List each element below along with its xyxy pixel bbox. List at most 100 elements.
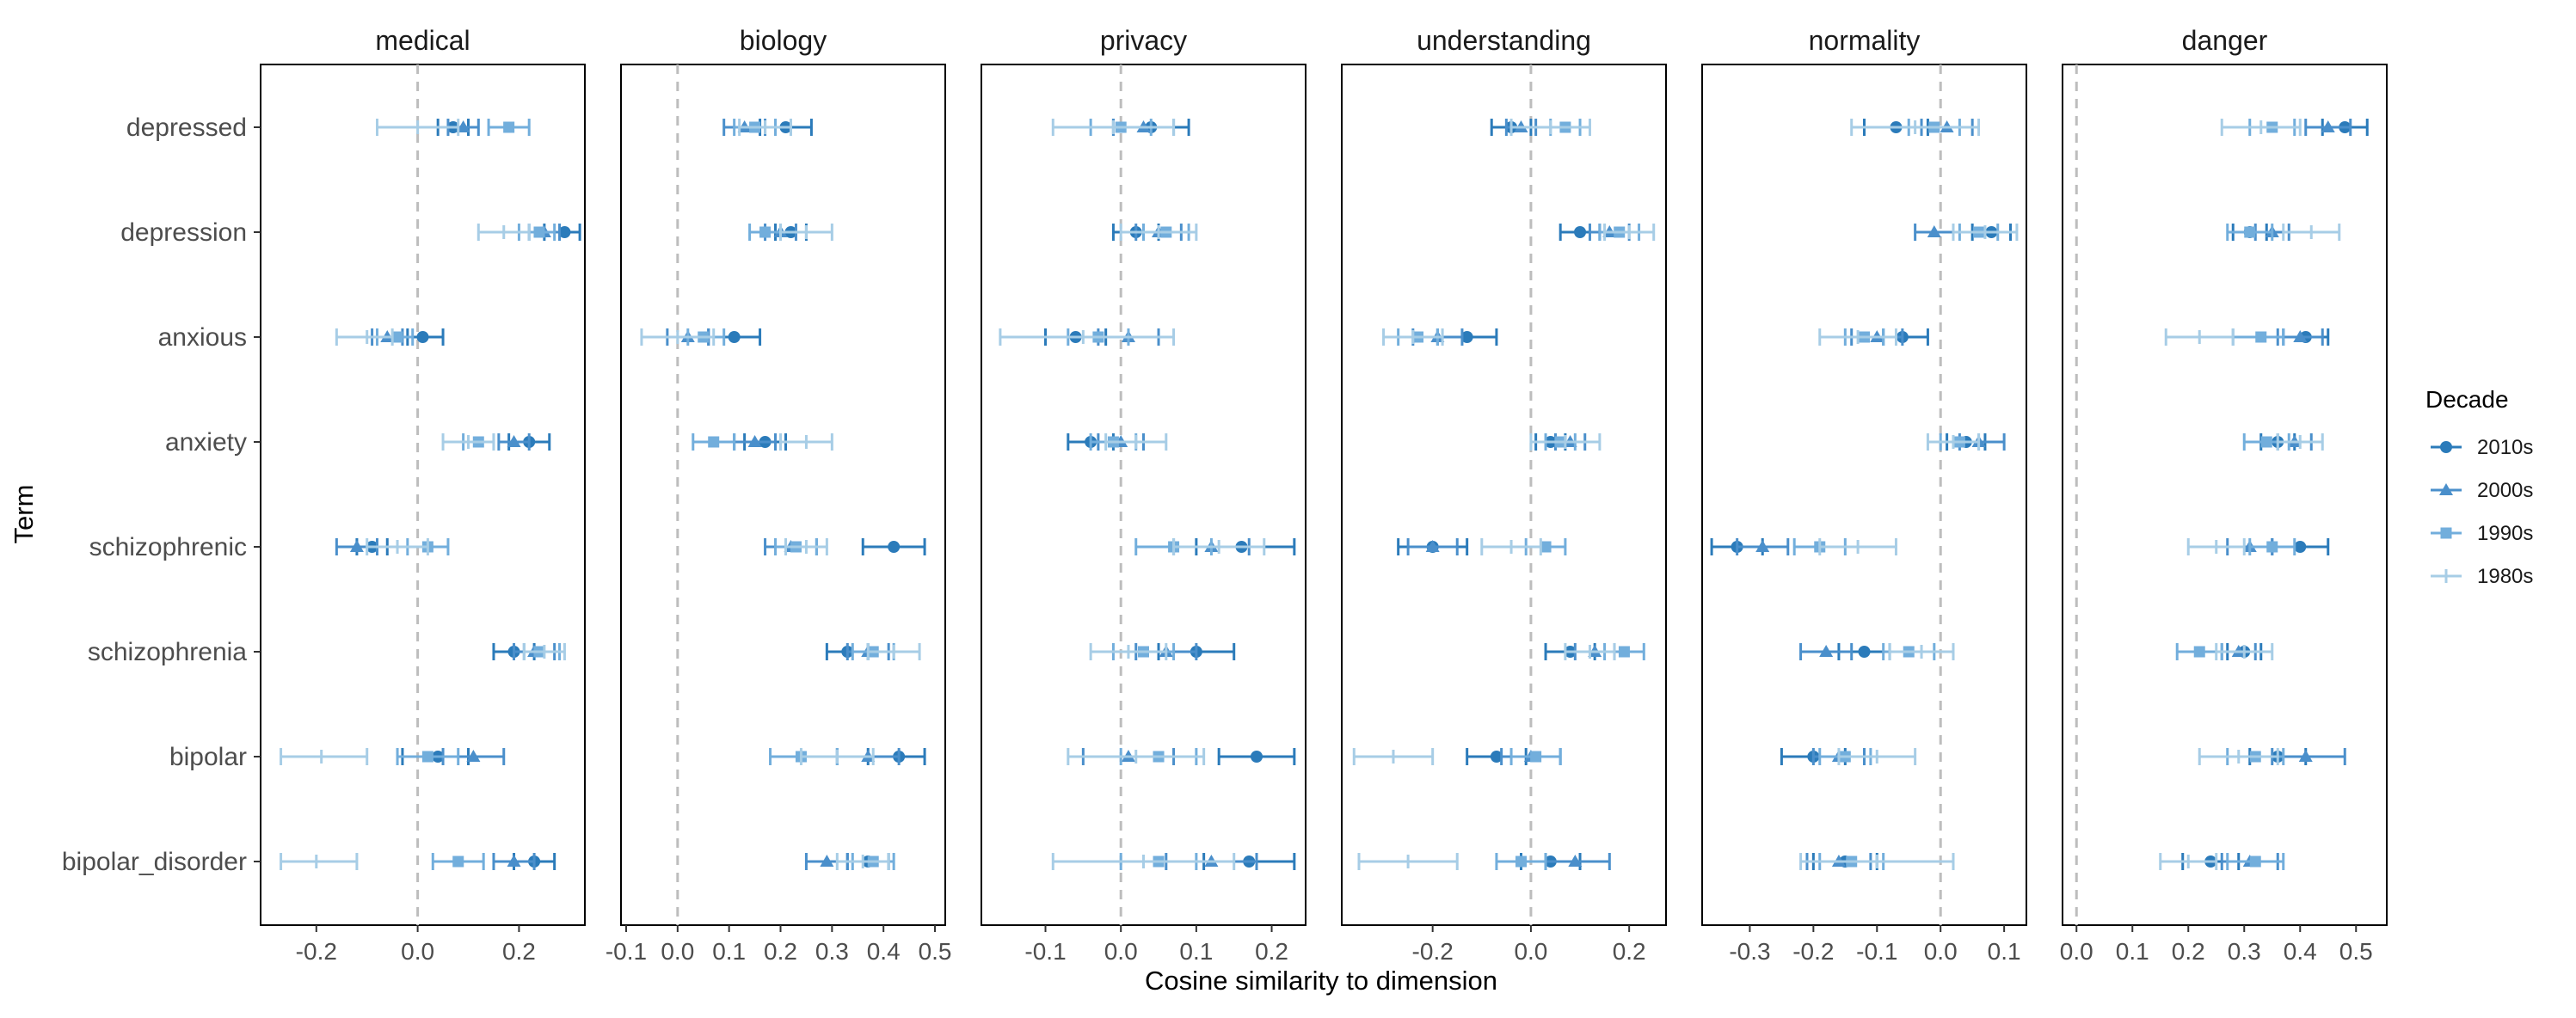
point-marker <box>1574 226 1587 238</box>
data-point <box>487 119 531 136</box>
point-marker <box>1128 435 1143 449</box>
legend: Decade 2010s 2000s 1990s 1980s <box>2425 386 2533 588</box>
panel-medical: medical -0.2 0.0 0.2 <box>260 25 586 965</box>
data-point <box>1529 433 1602 451</box>
point-marker <box>830 750 845 764</box>
data-point <box>861 538 926 555</box>
point-marker <box>2304 225 2319 239</box>
point-marker <box>1490 751 1503 763</box>
point-marker <box>2321 120 2335 132</box>
data-point <box>396 748 460 765</box>
point-marker <box>456 120 470 132</box>
term-label: schizophrenic <box>89 533 247 561</box>
point-marker <box>2192 330 2207 344</box>
point-marker <box>2293 330 2308 342</box>
data-point <box>1509 119 1591 136</box>
point-marker <box>507 855 521 867</box>
term-label: bipolar_disorder <box>62 848 247 876</box>
point-marker <box>390 540 405 554</box>
point-marker <box>410 120 425 134</box>
point-marker <box>1121 645 1135 659</box>
data-point <box>522 643 566 660</box>
point-marker <box>416 331 429 343</box>
data-point <box>1382 328 1444 346</box>
point-marker <box>887 645 901 659</box>
x-tick-label: 0.1 <box>1179 938 1213 965</box>
point-marker <box>2193 646 2205 658</box>
point-marker <box>1128 750 1143 764</box>
point-marker <box>1405 330 1420 344</box>
data-point <box>1952 224 2019 241</box>
data-point <box>2226 224 2274 241</box>
point-marker <box>558 226 571 238</box>
data-point <box>779 433 833 451</box>
point-marker <box>391 331 403 343</box>
x-tick-label: -0.1 <box>1024 938 1066 965</box>
data-point <box>2186 538 2246 555</box>
data-point <box>2282 224 2341 241</box>
point-marker <box>1977 225 1992 239</box>
point-marker <box>1152 225 1166 239</box>
panel-biology: biology -0.1 0.0 0.1 0.2 0.3 0.4 0.5 <box>606 25 952 965</box>
point-marker <box>2249 855 2261 868</box>
point-marker <box>758 120 772 134</box>
point-marker <box>314 750 329 764</box>
data-point <box>335 328 394 346</box>
data-point <box>2164 328 2235 346</box>
panel-title: privacy <box>1100 25 1187 56</box>
point-marker <box>2253 120 2268 134</box>
panel-title: biology <box>740 25 827 56</box>
data-point <box>2215 643 2274 660</box>
x-tick-label: 0.2 <box>502 938 536 965</box>
x-tick-label: -0.1 <box>606 938 647 965</box>
point-marker <box>747 435 762 447</box>
x-tick-label: 0.0 <box>1104 938 1138 965</box>
term-label: bipolar <box>169 743 247 771</box>
x-tick-label: 0.1 <box>712 938 746 965</box>
point-marker <box>2266 541 2278 553</box>
point-marker <box>1386 750 1400 764</box>
data-point <box>1799 853 1955 870</box>
point-marker <box>820 855 834 867</box>
point-marker <box>1460 331 1473 343</box>
point-marker <box>537 645 551 659</box>
data-point <box>784 538 828 555</box>
point-marker <box>2237 645 2252 659</box>
x-tick-label: 0.1 <box>1988 938 2021 965</box>
point-marker <box>1401 855 1416 868</box>
point-marker <box>2231 750 2246 764</box>
x-tick-label: 0.0 <box>1924 938 1958 965</box>
point-marker <box>2294 541 2307 553</box>
legend-entry: 1990s <box>2431 522 2533 545</box>
panel-frame <box>1701 64 2027 926</box>
x-tick-label: 0.0 <box>2060 938 2093 965</box>
point-marker <box>1212 540 1227 554</box>
point-marker <box>1946 435 1960 449</box>
point-marker <box>856 855 870 868</box>
x-axis-title: Cosine similarity to dimension <box>1145 966 1497 996</box>
point-marker <box>2298 750 2313 762</box>
data-point <box>375 119 460 136</box>
point-marker <box>1425 540 1440 552</box>
data-point <box>1406 538 1459 555</box>
point-marker <box>1908 120 1922 134</box>
legend-marker <box>2439 569 2453 583</box>
x-tick-label: 0.3 <box>815 938 849 965</box>
point-marker <box>708 436 720 448</box>
data-point <box>476 224 531 241</box>
x-tick-label: 0.5 <box>919 938 952 965</box>
data-point <box>1837 748 1917 765</box>
term-label: anxiety <box>165 428 247 457</box>
data-point <box>1051 119 1176 136</box>
panels-layer: medical -0.2 0.0 0.2 biology -0.1 0.0 0.1 0.2 0.3… <box>260 25 2388 965</box>
data-point <box>2159 853 2218 870</box>
point-marker <box>1106 120 1121 134</box>
x-tick-label: 0.4 <box>867 938 901 965</box>
data-point <box>1089 643 1168 660</box>
point-marker <box>2209 540 2223 554</box>
point-marker <box>799 435 814 449</box>
panel-title: danger <box>2182 25 2268 56</box>
data-point <box>866 643 921 660</box>
data-point <box>692 433 736 451</box>
